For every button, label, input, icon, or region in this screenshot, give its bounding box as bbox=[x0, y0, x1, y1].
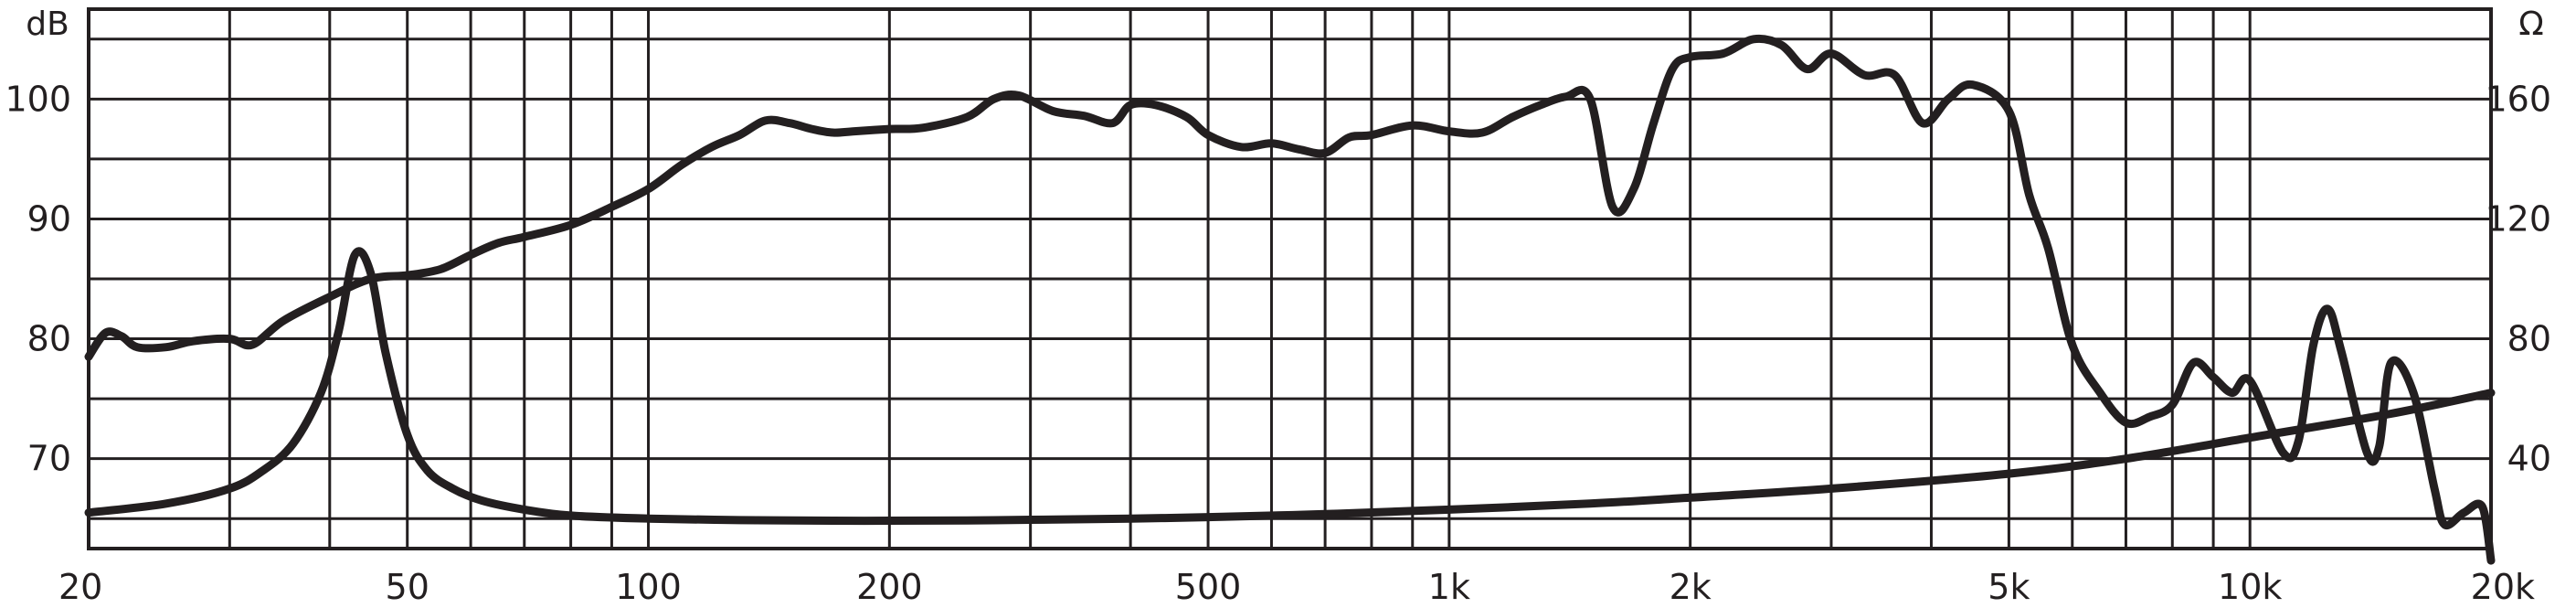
x-tick-label: 5k bbox=[1988, 567, 2030, 607]
x-tick-label: 1k bbox=[1428, 567, 1470, 607]
left-y-tick-label: 90 bbox=[27, 198, 71, 239]
left-y-tick-label: 100 bbox=[5, 79, 71, 119]
right-axis-unit-label: Ω bbox=[2518, 5, 2544, 43]
left-y-tick-label: 80 bbox=[27, 319, 71, 359]
x-tick-label: 2k bbox=[1670, 567, 1712, 607]
chart-grid bbox=[89, 9, 2491, 549]
x-tick-label: 100 bbox=[615, 567, 682, 607]
x-tick-label: 500 bbox=[1175, 567, 1242, 607]
x-tick-label: 20 bbox=[58, 567, 102, 607]
left-y-tick-label: 70 bbox=[27, 439, 71, 479]
impedance-curve bbox=[84, 247, 2496, 526]
x-tick-label: 50 bbox=[386, 567, 429, 607]
x-tick-label: 20k bbox=[2471, 567, 2535, 607]
x-tick-label: 10k bbox=[2218, 567, 2282, 607]
right-y-tick-label: 80 bbox=[2507, 319, 2551, 359]
x-tick-label: 200 bbox=[856, 567, 923, 607]
right-y-tick-label: 120 bbox=[2485, 198, 2551, 239]
plot-series bbox=[84, 34, 2496, 565]
spl-response-curve bbox=[84, 34, 2496, 565]
left-axis-unit-label: dB bbox=[26, 5, 69, 43]
right-y-tick-label: 40 bbox=[2507, 439, 2551, 479]
tick-labels: 20 50 100 200 500 1k 2k 5k 10k 20k 100 90 80 70 160 120… bbox=[5, 79, 2551, 607]
plot-frame bbox=[87, 7, 2493, 550]
right-y-tick-label: 160 bbox=[2485, 79, 2551, 119]
